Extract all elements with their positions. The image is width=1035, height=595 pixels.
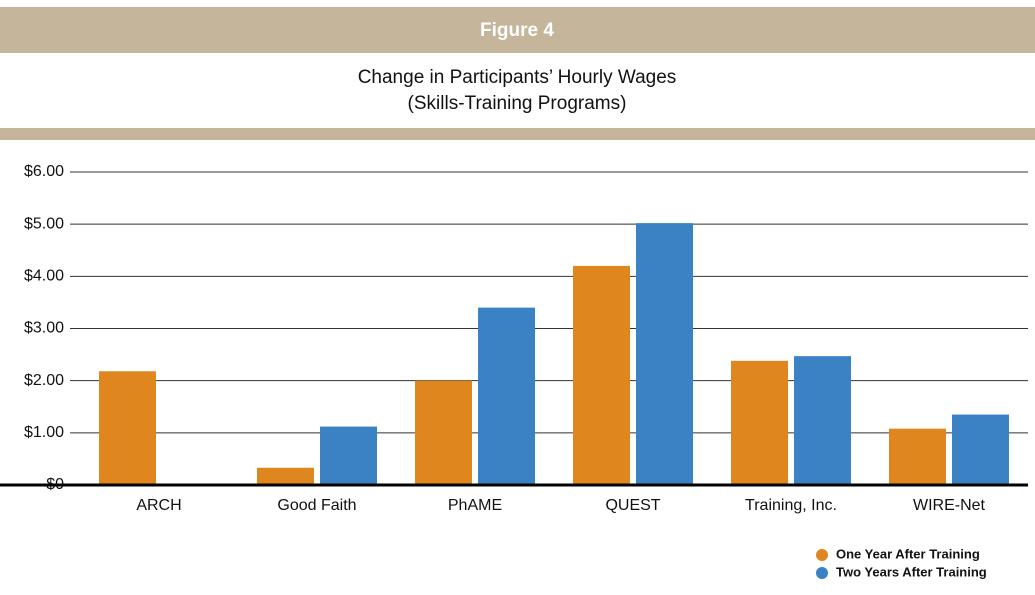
bar bbox=[636, 223, 693, 485]
divider-band bbox=[0, 128, 1035, 140]
y-tick-label: $6.00 bbox=[24, 163, 64, 180]
bar bbox=[478, 307, 535, 485]
bar bbox=[952, 414, 1009, 485]
figure-label: Figure 4 bbox=[480, 20, 554, 41]
x-tick-label: Good Faith bbox=[277, 497, 356, 514]
bar bbox=[99, 371, 156, 485]
bar bbox=[320, 426, 377, 485]
x-tick-label: WIRE-Net bbox=[913, 497, 986, 514]
bar bbox=[731, 360, 788, 485]
x-tick-label: Training, Inc. bbox=[745, 497, 837, 514]
bar bbox=[573, 265, 630, 485]
y-tick-label: $5.00 bbox=[24, 215, 64, 232]
chart-title: Change in Participants’ Hourly Wages bbox=[358, 67, 677, 88]
y-tick-label: $4.00 bbox=[24, 268, 64, 285]
y-tick-label: $2.00 bbox=[24, 372, 64, 389]
legend-label: Two Years After Training bbox=[836, 564, 987, 579]
bar bbox=[257, 467, 314, 485]
chart-subtitle: (Skills-Training Programs) bbox=[408, 93, 627, 114]
x-tick-label: PhAME bbox=[448, 497, 502, 514]
y-tick-label: $1.00 bbox=[24, 424, 64, 441]
bar bbox=[415, 380, 472, 485]
x-tick-label: ARCH bbox=[136, 497, 181, 514]
legend-label: One Year After Training bbox=[836, 546, 980, 561]
bar bbox=[889, 428, 946, 485]
legend-swatch bbox=[816, 567, 828, 579]
legend-swatch bbox=[816, 549, 828, 561]
x-tick-label: QUEST bbox=[605, 497, 660, 514]
header-band bbox=[0, 7, 1035, 53]
bar bbox=[794, 356, 851, 485]
y-tick-label: $3.00 bbox=[24, 320, 64, 337]
